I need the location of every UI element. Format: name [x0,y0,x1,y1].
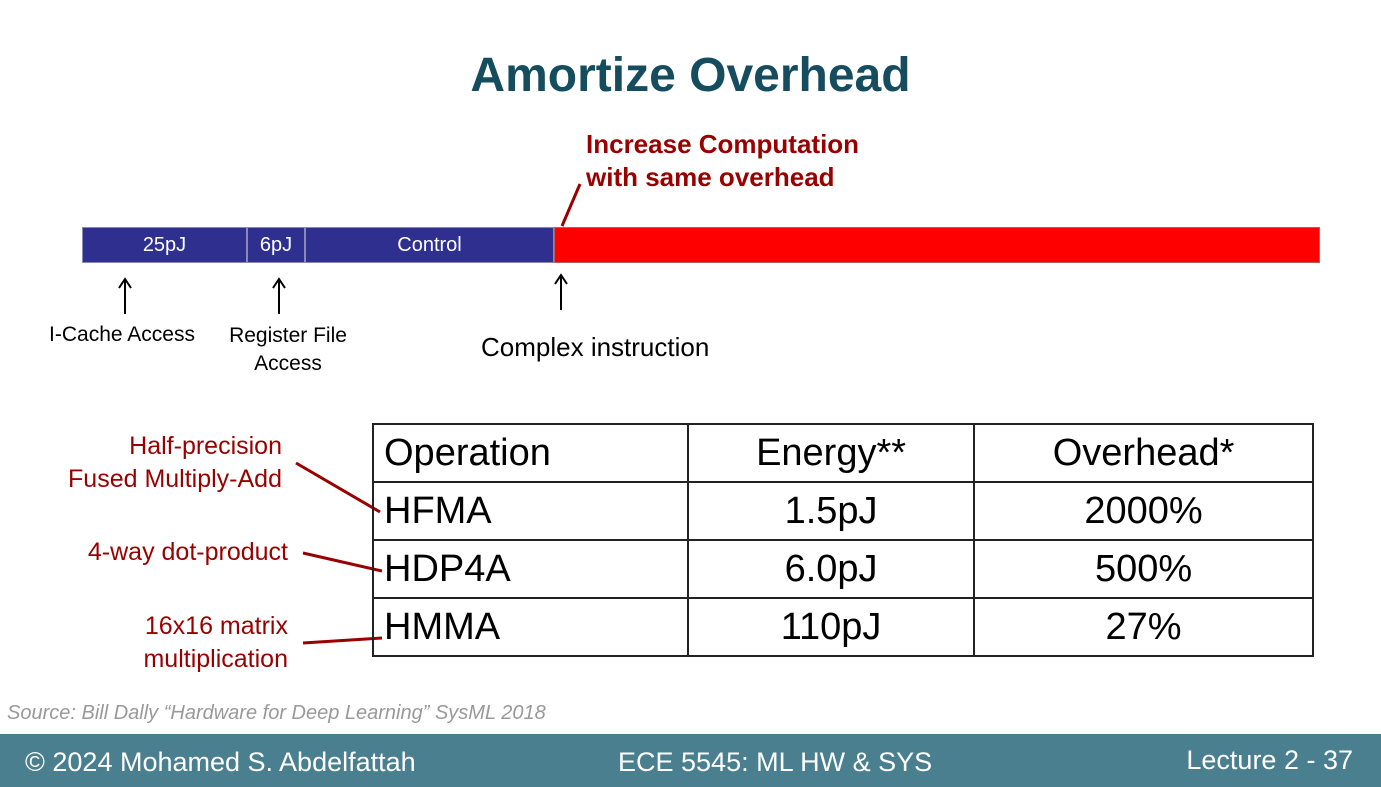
arrow-regfile [272,277,286,314]
cell-operation: HFMA [372,481,689,541]
pointer-hfma [295,461,381,514]
arrow-complex [554,273,568,310]
label-complex-instruction: Complex instruction [481,332,710,362]
callout-line-1: Increase Computation [586,129,860,159]
cell-energy: 1.5pJ [686,481,976,541]
bar-segment-computation [554,227,1320,263]
label-hdp4a-desc: 4-way dot-product [87,538,288,566]
header-operation: Operation [372,423,689,483]
table-row: HDP4A 6.0pJ 500% [372,539,1314,599]
label-hfma-line-2: Fused Multiply-Add [68,465,282,493]
callout-pointer [560,183,582,227]
label-hmma-line-2: multiplication [143,645,288,673]
cell-operation: HDP4A [372,539,689,599]
label-hmma-line-1: 16x16 matrix [144,612,288,640]
bar-segment-control: Control [305,227,554,263]
footer-course: ECE 5545: ML HW & SYS [618,747,933,777]
label-regfile: Register File Access [208,322,368,378]
bar-segment-regfile: 6pJ [247,227,305,263]
cell-energy: 110pJ [686,597,976,657]
footer-copyright: © 2024 Mohamed S. Abdelfattah [25,747,416,777]
operations-table: Operation Energy** Overhead* HFMA 1.5pJ … [372,423,1314,657]
label-icache: I-Cache Access [49,323,195,346]
pointer-hdp4a [302,551,383,573]
cell-overhead: 500% [973,539,1314,599]
table-row: HMMA 110pJ 27% [372,597,1314,657]
label-regfile-line-2: Access [254,352,322,375]
label-hmma-desc: 16x16 matrix multiplication [20,610,288,676]
slide-title: Amortize Overhead [470,49,911,102]
cell-operation: HMMA [372,597,689,657]
pointer-hmma [302,636,383,645]
footer-bar: © 2024 Mohamed S. Abdelfattah ECE 5545: … [0,734,1381,787]
header-energy: Energy** [686,423,976,483]
label-hfma-line-1: Half-precision [129,432,282,460]
bar-segment-icache: 25pJ [82,227,247,263]
label-regfile-line-1: Register File [229,324,347,347]
source-citation: Source: Bill Dally “Hardware for Deep Le… [7,702,546,724]
header-overhead: Overhead* [973,423,1314,483]
callout-line-2: with same overhead [586,162,835,192]
cell-energy: 6.0pJ [686,539,976,599]
table-header-row: Operation Energy** Overhead* [372,423,1314,483]
table-row: HFMA 1.5pJ 2000% [372,481,1314,541]
cell-overhead: 27% [973,597,1314,657]
cell-overhead: 2000% [973,481,1314,541]
label-hfma-desc: Half-precision Fused Multiply-Add [20,430,282,496]
arrow-icache [118,277,132,314]
footer-lecture-number: Lecture 2 - 37 [1186,745,1353,775]
callout-text: Increase Computation with same overhead [586,128,859,194]
